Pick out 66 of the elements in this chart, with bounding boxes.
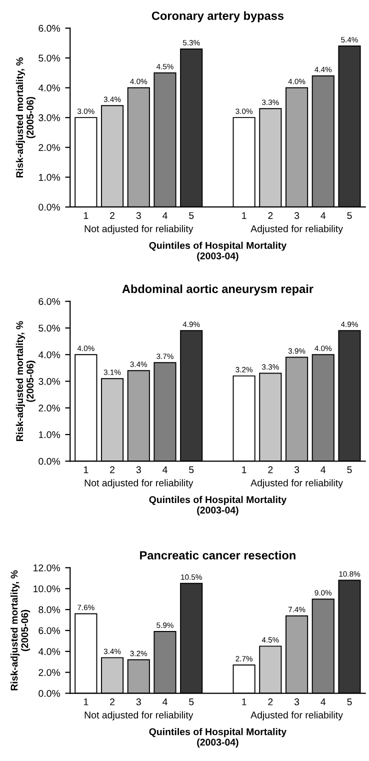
x-tick-label: 1 — [84, 466, 88, 474]
x-tick-label: 5 — [347, 698, 352, 706]
x-tick-label: 1 — [242, 466, 246, 474]
y-tick-label: 4.0% — [38, 84, 60, 92]
y-axis-title: Risk-adjusted mortality, % (2005-06) — [16, 321, 36, 442]
x-tick-label: 1 — [84, 212, 88, 219]
y-tick-label: 2.0% — [38, 144, 60, 151]
x-tick-label: 4 — [162, 698, 168, 706]
y-tick-label: 0.0% — [38, 458, 60, 465]
x-tick-label: 5 — [347, 212, 352, 219]
x-tick-label: 2 — [110, 212, 114, 219]
x-tick-label: 2 — [268, 212, 273, 219]
chart-title: Pancreatic cancer resection — [140, 550, 296, 560]
x-tick-label: 4 — [162, 212, 168, 219]
text: Adjusted for reliability — [250, 711, 343, 720]
y-tick-label: 1.0% — [38, 431, 60, 438]
x-tick-label: 1 — [242, 698, 246, 706]
y-tick-label: 6.0% — [38, 298, 60, 305]
text: Adjusted for reliability — [250, 225, 343, 234]
x-tick-label: 1 — [84, 698, 88, 706]
x-tick-label: 3 — [294, 698, 300, 706]
y-tick-label: 5.0% — [38, 54, 60, 62]
y-tick-label: 4.0% — [38, 648, 60, 656]
x-tick-label: 2 — [110, 698, 114, 706]
y-tick-label: 5.0% — [38, 324, 60, 332]
text: Not adjusted for reliability — [84, 225, 194, 234]
x-tick-label: 5 — [189, 212, 194, 219]
text: Not adjusted for reliability — [84, 479, 194, 488]
y-tick-label: 6.0% — [38, 627, 60, 634]
x-tick-label: 3 — [136, 466, 141, 474]
x-tick-label: 5 — [347, 466, 352, 474]
y-tick-label: 8.0% — [38, 606, 60, 614]
text: Adjusted for reliability — [250, 479, 343, 488]
y-tick-label: 1.0% — [38, 174, 60, 181]
x-tick-label: 5 — [189, 698, 194, 706]
y-tick-label: 2.0% — [38, 669, 60, 676]
y-tick-label: 12.0% — [34, 564, 60, 572]
x-tick-label: 5 — [189, 466, 194, 474]
y-axis-title: Risk-adjusted mortality, % (2005-06) — [16, 57, 36, 178]
y-tick-label: 3.0% — [38, 378, 60, 385]
text: Not adjusted for reliability — [84, 711, 194, 720]
x-axis-title: Quintiles of Hospital Mortality (2003-04) — [149, 728, 287, 748]
x-tick-label: 3 — [136, 212, 141, 219]
x-tick-label: 3 — [294, 212, 300, 219]
chart-title: Abdominal aortic aneurysm repair — [122, 284, 314, 296]
y-tick-label: 6.0% — [38, 24, 60, 32]
y-tick-label: 2.0% — [38, 404, 60, 412]
x-tick-label: 4 — [320, 212, 326, 219]
x-axis-title: Quintiles of Hospital Mortality (2003-04) — [149, 496, 287, 516]
x-tick-label: 4 — [320, 698, 326, 706]
x-tick-label: 2 — [268, 698, 273, 706]
x-tick-label: 2 — [268, 466, 273, 474]
y-tick-label: 10.0% — [34, 585, 60, 592]
x-tick-label: 2 — [110, 466, 114, 474]
x-tick-label: 1 — [242, 212, 246, 219]
x-tick-label: 4 — [320, 466, 326, 474]
y-tick-label: 4.0% — [38, 351, 60, 358]
y-tick-label: 0.0% — [38, 690, 60, 697]
x-tick-label: 4 — [162, 466, 168, 474]
y-tick-label: 0.0% — [38, 204, 60, 211]
chart-title: Coronary artery bypass — [152, 11, 284, 22]
y-axis-title: Risk-adjusted mortality, % (2005-06) — [10, 570, 30, 690]
x-axis-title: Quintiles of Hospital Mortality (2003-04) — [149, 242, 287, 262]
x-tick-label: 3 — [136, 698, 141, 706]
x-tick-label: 3 — [294, 466, 300, 474]
y-tick-label: 3.0% — [38, 114, 60, 122]
